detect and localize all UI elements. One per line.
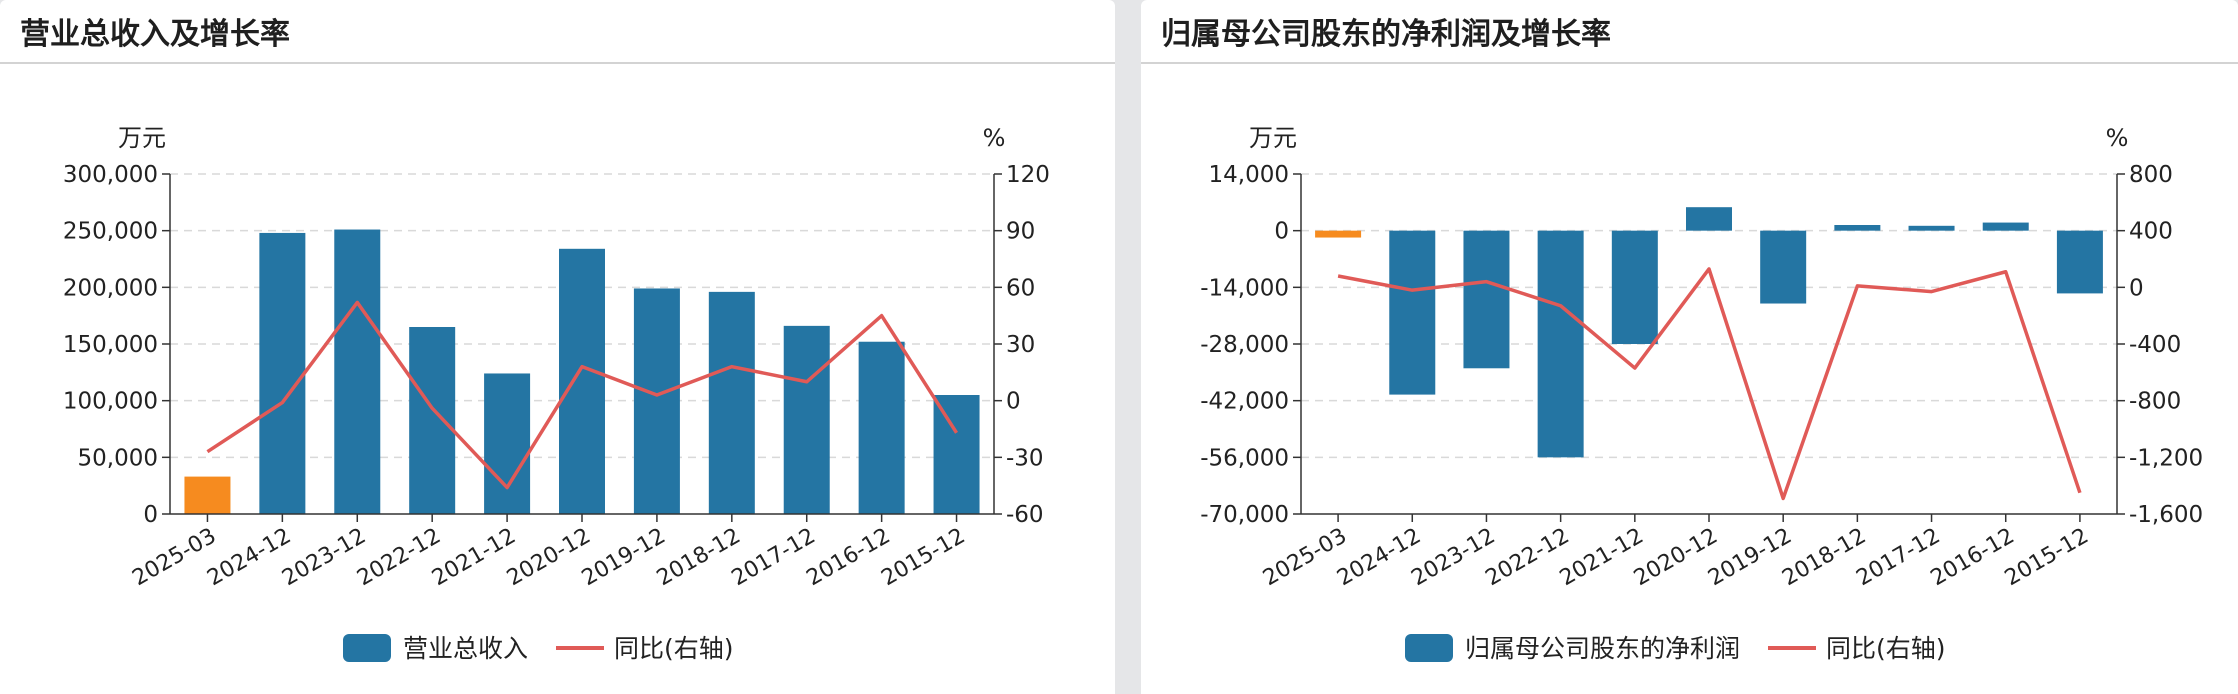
bar [259,232,306,514]
left-axis-tick-label: 14,000 [1209,162,1289,188]
legend-bar-label: 营业总收入 [403,634,528,663]
right-axis-tick-label: -60 [1006,502,1044,528]
x-axis-tick-label: 2015-12 [877,524,969,592]
legend-bar-swatch [343,634,391,662]
left-axis-tick-label: 150,000 [63,332,158,358]
bar [1463,230,1510,369]
x-axis-tick-label: 2016-12 [803,524,895,592]
x-axis-tick-label: 2023-12 [1407,524,1499,592]
revenue-chart: 0 50,000 100,000 150,000 200,000 250,000 300,0… [63,124,1050,663]
right-axis-tick-label: 0 [2129,275,2144,301]
bar [1389,230,1436,395]
x-axis-tick-label: 2017-12 [728,524,820,592]
x-axis-tick-label: 2018-12 [653,524,745,592]
right-axis-tick-label: -800 [2129,389,2181,415]
bar [2056,230,2103,294]
bar [559,248,605,515]
bar [1611,230,1658,344]
left-axis-tick-label: 50,000 [78,445,158,471]
x-axis-tick-label: 2021-12 [428,524,520,592]
bar [1686,207,1732,231]
bar [858,341,905,514]
x-axis-tick-label: 2024-12 [203,524,295,592]
bar [184,476,231,514]
bar [1760,230,1807,304]
x-axis-tick-label: 2015-12 [2001,524,2093,592]
right-axis-unit: % [2106,124,2129,152]
x-axis-tick-label: 2016-12 [1927,524,2019,592]
bar [334,229,381,515]
left-axis-unit: 万元 [118,124,166,152]
right-axis-tick-label: 90 [1006,219,1035,245]
right-axis-tick-label: 30 [1006,332,1035,358]
right-axis-tick-label: -1,600 [2129,502,2203,528]
right-axis-tick-label: 60 [1006,275,1035,301]
right-axis-tick-label: 400 [2129,219,2173,245]
x-axis-tick-label: 2021-12 [1556,524,1648,592]
revenue-panel-header: 营业总收入及增长率 [0,0,1115,64]
right-axis-tick-label: -30 [1006,445,1044,471]
bar [1315,230,1362,238]
left-axis-tick-label: -56,000 [1200,445,1289,471]
revenue-panel-title: 营业总收入及增长率 [20,17,290,52]
net-profit-panel-header: 归属母公司股东的净利润及增长率 [1141,0,2238,64]
left-axis-tick-label: 0 [1274,219,1289,245]
x-axis-tick-label: 2019-12 [1704,524,1796,592]
net-profit-chart: -70,000 -56,000 -42,000 -28,000 -14,000 0 14,0… [1200,124,2203,663]
left-axis-tick-label: 300,000 [63,162,158,188]
left-axis-tick-label: -14,000 [1200,275,1289,301]
right-axis-tick-label: -1,200 [2129,445,2203,471]
left-axis-tick-label: 100,000 [63,389,158,415]
bar [409,327,456,514]
net-profit-panel: 归属母公司股东的净利润及增长率 -70,000 -56,000 -42,000 -28… [1141,0,2238,694]
net-profit-panel-title: 归属母公司股东的净利润及增长率 [1161,17,1611,52]
right-axis-tick-label: 800 [2129,162,2173,188]
x-axis-tick-label: 2022-12 [353,524,445,592]
legend-line-label: 同比(右轴) [1826,634,1946,663]
left-axis-tick-label: -70,000 [1200,502,1289,528]
legend-bar-label: 归属母公司股东的净利润 [1465,634,1740,663]
bar [1908,225,1955,231]
growth-rate-line [1337,267,2082,501]
bar [1982,222,2029,231]
bar [933,395,980,514]
x-axis-tick-label: 2017-12 [1852,524,1944,592]
right-axis-unit: % [983,124,1006,152]
left-axis-tick-label: 250,000 [63,219,158,245]
right-axis-tick-label: -400 [2129,332,2181,358]
bar [708,291,755,514]
bar [484,373,531,514]
left-axis-tick-label: 0 [143,502,158,528]
bar [1537,230,1584,458]
x-axis-tick-label: 2022-12 [1482,524,1574,592]
bar [633,288,680,514]
bar [783,325,830,514]
revenue-panel: 营业总收入及增长率 0 50,000 100,000 150,000 200,000 25… [0,0,1115,694]
x-axis-tick-label: 2019-12 [578,524,670,592]
x-axis-tick-label: 2020-12 [503,524,595,592]
x-axis-tick-label: 2018-12 [1778,524,1870,592]
left-axis-unit: 万元 [1249,124,1297,152]
x-axis-tick-label: 2023-12 [278,524,370,592]
x-axis-tick-label: 2025-03 [128,524,220,592]
x-axis-tick-label: 2020-12 [1630,524,1722,592]
left-axis-tick-label: 200,000 [63,275,158,301]
legend-bar-swatch [1405,634,1453,662]
left-axis-tick-label: -28,000 [1200,332,1289,358]
left-axis-tick-label: -42,000 [1200,389,1289,415]
right-axis-tick-label: 120 [1006,162,1050,188]
x-axis-tick-label: 2024-12 [1333,524,1425,592]
bar [1834,225,1881,231]
legend-line-label: 同比(右轴) [614,634,734,663]
x-axis-tick-label: 2025-03 [1259,524,1351,592]
right-axis-tick-label: 0 [1006,389,1021,415]
